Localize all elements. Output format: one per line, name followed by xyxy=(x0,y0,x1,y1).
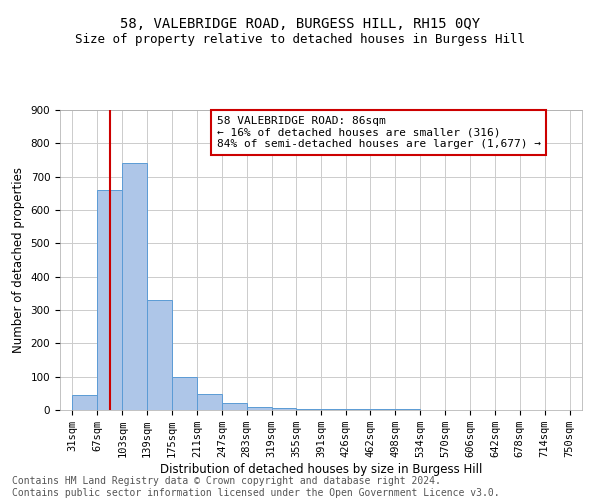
Bar xyxy=(272,408,296,410)
Text: 58 VALEBRIDGE ROAD: 86sqm
← 16% of detached houses are smaller (316)
84% of semi: 58 VALEBRIDGE ROAD: 86sqm ← 16% of detac… xyxy=(217,116,541,149)
Bar xyxy=(122,164,147,410)
Bar xyxy=(222,404,247,410)
Bar xyxy=(247,408,272,410)
Text: Contains HM Land Registry data © Crown copyright and database right 2024.
Contai: Contains HM Land Registry data © Crown c… xyxy=(12,476,500,498)
Bar xyxy=(147,300,172,410)
Text: Size of property relative to detached houses in Burgess Hill: Size of property relative to detached ho… xyxy=(75,32,525,46)
Bar xyxy=(370,409,395,410)
Bar xyxy=(296,408,322,410)
Bar xyxy=(197,394,222,410)
Bar xyxy=(73,396,97,410)
Bar xyxy=(321,409,346,410)
Bar xyxy=(346,408,370,410)
Bar xyxy=(97,190,122,410)
Text: 58, VALEBRIDGE ROAD, BURGESS HILL, RH15 0QY: 58, VALEBRIDGE ROAD, BURGESS HILL, RH15 … xyxy=(120,18,480,32)
Bar xyxy=(172,376,197,410)
X-axis label: Distribution of detached houses by size in Burgess Hill: Distribution of detached houses by size … xyxy=(160,463,482,476)
Y-axis label: Number of detached properties: Number of detached properties xyxy=(12,167,25,353)
